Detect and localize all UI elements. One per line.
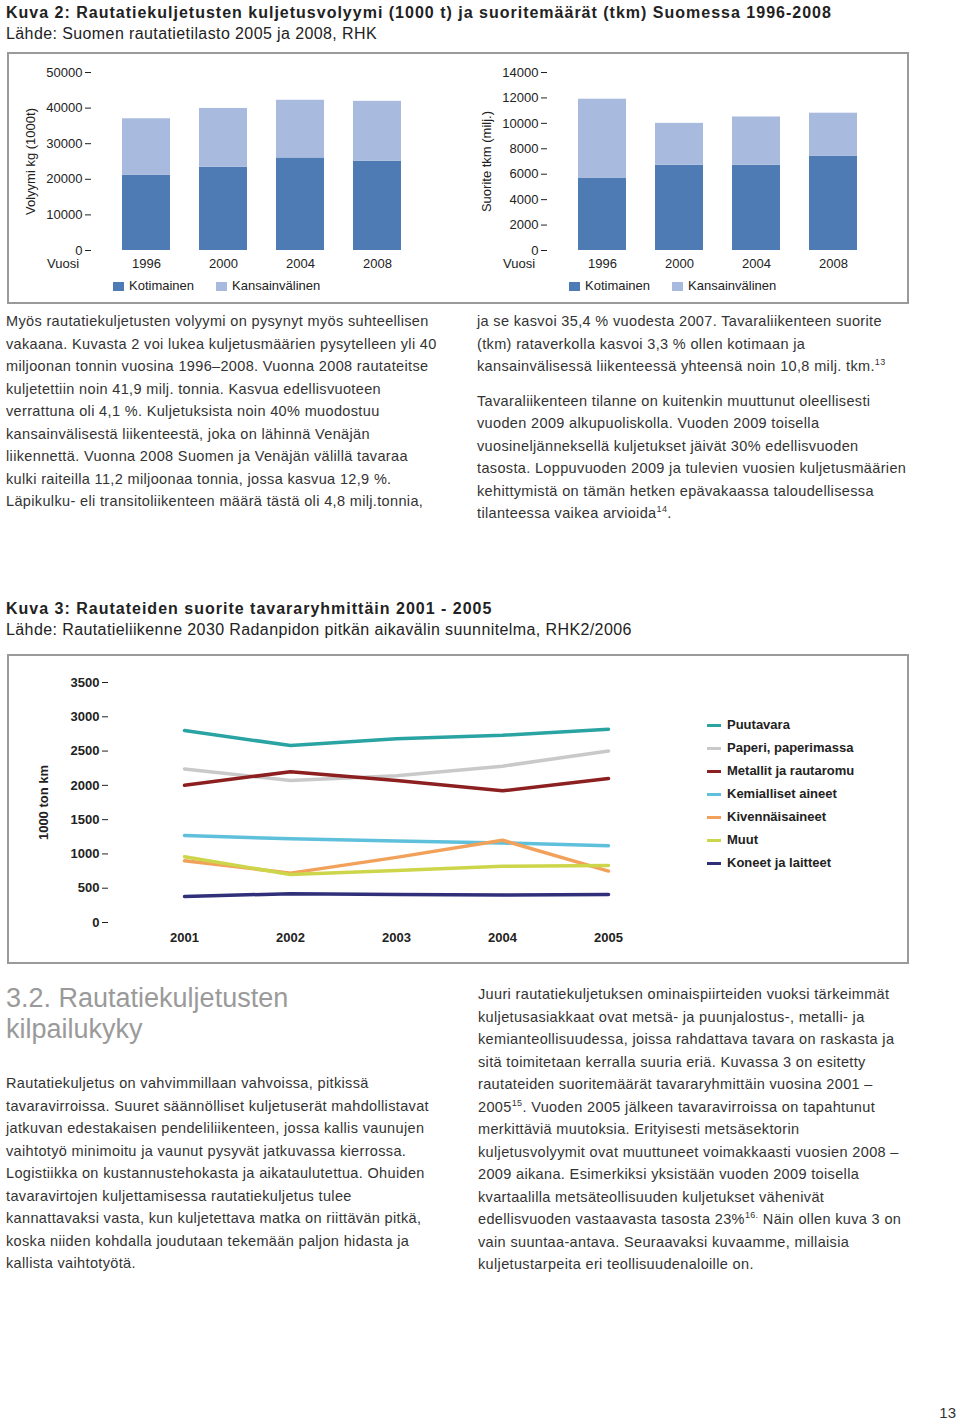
- html-text:Kemialliset aineet: Kemialliset aineet: [727, 786, 837, 801]
- svg-text:0: 0: [92, 915, 99, 930]
- html-text:Vuosi: Vuosi: [503, 256, 535, 271]
- svg-text:1500: 1500: [71, 812, 100, 827]
- html-text:Kansainvälinen: Kansainvälinen: [688, 278, 777, 293]
- html-text:Kotimainen: Kotimainen: [585, 278, 650, 293]
- svg-text:2003: 2003: [382, 930, 411, 945]
- svg-text:2008: 2008: [363, 256, 392, 271]
- svg-text:12000: 12000: [502, 90, 538, 105]
- html-text:Kuva 2: Rautatiekuljetusten ku: Kuva 2: Rautatiekuljetusten kuljetusvoly…: [6, 4, 832, 21]
- html-text:Muut: Muut: [727, 832, 758, 847]
- html-text:Kotimainen: Kotimainen: [129, 278, 194, 293]
- svg-text:14000: 14000: [502, 65, 538, 80]
- html-text:Metallit ja rautaromu: Metallit ja rautaromu: [727, 763, 855, 778]
- svg-text:8000: 8000: [510, 141, 539, 156]
- svg-text:6000: 6000: [510, 166, 539, 181]
- svg-text:50000: 50000: [46, 65, 82, 80]
- svg-text:Suorite tkm (milj.): Suorite tkm (milj.): [479, 111, 494, 212]
- svg-text:40000: 40000: [46, 100, 82, 115]
- html-text:Lähde: Suomen rautatietilasto: Lähde: Suomen rautatietilasto 2005 ja 20…: [6, 25, 377, 42]
- html-text:Kivennäisaineet: Kivennäisaineet: [727, 809, 826, 824]
- svg-text:500: 500: [78, 880, 100, 895]
- svg-text:2004: 2004: [286, 256, 315, 271]
- html-text:Paperi, paperimassa: Paperi, paperimassa: [727, 740, 854, 755]
- html-text:13: 13: [939, 1404, 956, 1421]
- svg-text:2004: 2004: [488, 930, 518, 945]
- svg-text:2500: 2500: [71, 743, 100, 758]
- svg-text:2000: 2000: [209, 256, 238, 271]
- svg-text:1996: 1996: [588, 256, 617, 271]
- svg-text:2001: 2001: [170, 930, 199, 945]
- html-text:Puutavara: Puutavara: [727, 717, 790, 732]
- svg-text:10000: 10000: [502, 116, 538, 131]
- html-text:Tavaraliikenteen tilanne on ku: Tavaraliikenteen tilanne on kuitenkin mu…: [477, 392, 907, 521]
- svg-text:2000: 2000: [665, 256, 694, 271]
- svg-text:1000: 1000: [71, 846, 100, 861]
- html-text:Kuva 3: Rautateiden suorite ta: Kuva 3: Rautateiden suorite tavararyhmit…: [6, 600, 493, 617]
- svg-text:3000: 3000: [71, 709, 100, 724]
- svg-text:1996: 1996: [132, 256, 161, 271]
- html-text:Lähde: Rautatieliikenne 2030 R: Lähde: Rautatieliikenne 2030 Radanpidon …: [6, 621, 632, 638]
- html-text:Myös rautatiekuljetusten volyy: Myös rautatiekuljetusten volyymi on pysy…: [6, 313, 886, 509]
- html-text:Koneet ja laitteet: Koneet ja laitteet: [727, 855, 831, 870]
- html-text:Kansainvälinen: Kansainvälinen: [232, 278, 321, 293]
- svg-text:2002: 2002: [276, 930, 305, 945]
- svg-text:20000: 20000: [46, 171, 82, 186]
- svg-text:4000: 4000: [510, 192, 539, 207]
- svg-text:2005: 2005: [594, 930, 623, 945]
- svg-text:2004: 2004: [742, 256, 771, 271]
- svg-text:1000 ton km: 1000 ton km: [36, 765, 51, 840]
- svg-text:3500: 3500: [71, 675, 100, 690]
- svg-text:0: 0: [531, 243, 538, 258]
- svg-text:2000: 2000: [71, 778, 100, 793]
- html-text:3.2. Rautatiekuljetusten kilpa: 3.2. Rautatiekuljetusten kilpailukyky: [6, 983, 289, 1044]
- svg-text:30000: 30000: [46, 136, 82, 151]
- html-text:Rautatiekuljetus on vahvimmill: Rautatiekuljetus on vahvimmillaan vahvoi…: [6, 1075, 429, 1271]
- svg-text:0: 0: [75, 243, 82, 258]
- html-text:Juuri rautatiekuljetuksen omin: Juuri rautatiekuljetuksen ominaispiirtei…: [478, 986, 902, 1272]
- html-text:Vuosi: Vuosi: [47, 256, 79, 271]
- svg-text:10000: 10000: [46, 207, 82, 222]
- svg-text:2000: 2000: [510, 217, 539, 232]
- svg-text:Volyymi kg (1000t): Volyymi kg (1000t): [23, 108, 38, 215]
- svg-text:2008: 2008: [819, 256, 848, 271]
